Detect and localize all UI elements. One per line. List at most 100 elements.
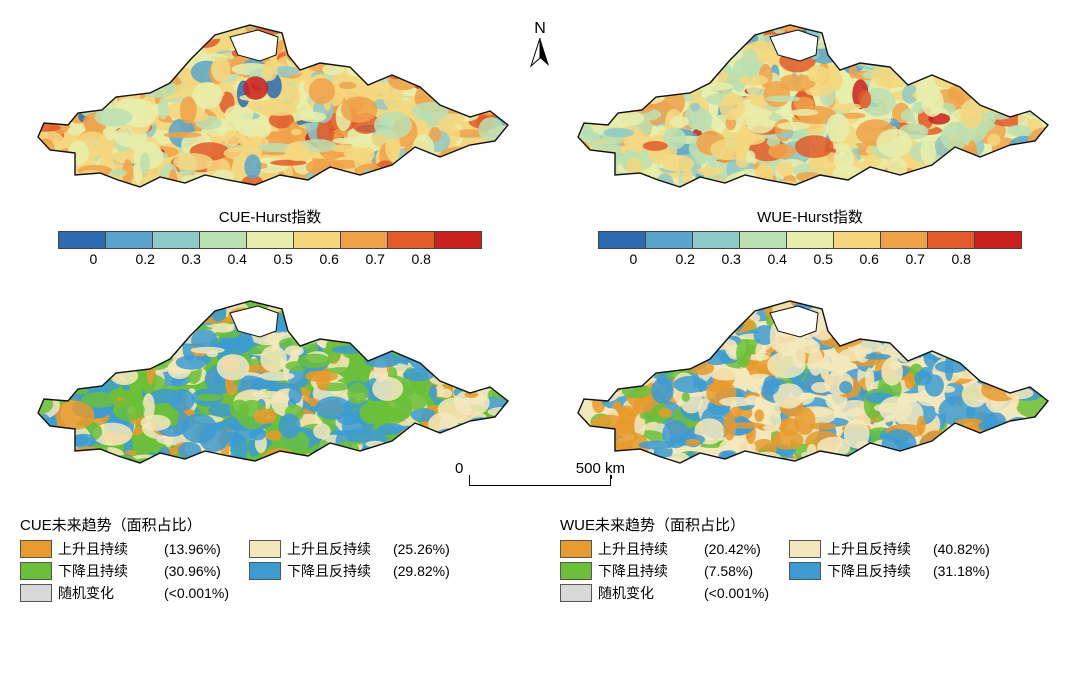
scalebar-zero: 0 [455, 460, 463, 477]
legend-label: 上升且反持续 [287, 539, 387, 559]
colorbar-tick: 0.7 [906, 251, 952, 267]
legend-item: 下降且持续 (7.58%) [560, 561, 769, 581]
colorbar-tick: 0.3 [182, 251, 228, 267]
legend-wue-cols: 上升且持续(20.42%)下降且持续(7.58%)随机变化(<0.001%)上升… [560, 539, 1060, 605]
panel-wue-hurst: WUE-Hurst指数 00.20.30.40.50.60.70.8 [560, 15, 1060, 267]
legend-col-left: 上升且持续 (20.42%) 下降且持续 (7.58%) 随机变化 (<0.001%) [560, 539, 769, 605]
colorbar-cell [834, 232, 881, 248]
row-trend: 0 500 km [20, 291, 1060, 476]
colorbar-cell [787, 232, 834, 248]
row-hurst: CUE-Hurst指数 00.20.30.40.50.60.70.8 N WUE… [20, 15, 1060, 267]
colorbar-cell [294, 232, 341, 248]
legend-item: 上升且反持续 (25.26%) [249, 539, 450, 559]
colorbar-tick: 0.5 [274, 251, 320, 267]
legend-label: 下降且反持续 [287, 561, 387, 581]
colorbar-tick: 0.5 [814, 251, 860, 267]
colorbar-tick: 0.8 [412, 251, 458, 267]
legend-cue-cols: 上升且持续(13.96%)下降且持续(30.96%)随机变化(<0.001%)上… [20, 539, 520, 605]
colorbar-cell [388, 232, 435, 248]
colorbar-tick: 0.6 [860, 251, 906, 267]
legend-label: 随机变化 [598, 583, 698, 603]
north-arrow: N [529, 20, 551, 68]
colorbar-cell [646, 232, 693, 248]
legend-label: 上升且持续 [58, 539, 158, 559]
legend-cue: CUE未来趋势（面积占比） 上升且持续(13.96%)下降且持续(30.96%)… [20, 514, 520, 605]
legend-swatch [789, 540, 821, 558]
colorbar-tick: 0.7 [366, 251, 412, 267]
legend-label: 下降且持续 [58, 561, 158, 581]
legend-swatch [560, 562, 592, 580]
north-arrow-icon [529, 38, 551, 68]
legend-pct: (25.26%) [393, 541, 450, 557]
colorbar-tick: 0.4 [228, 251, 274, 267]
colorbar-tick: 0.6 [320, 251, 366, 267]
colorbar-tick: 0 [90, 251, 136, 267]
panel-cue-trend [20, 291, 520, 476]
legend-item: 上升且持续 (13.96%) [20, 539, 229, 559]
legend-wue-title: WUE未来趋势（面积占比） [560, 514, 1060, 535]
legend-swatch [20, 562, 52, 580]
cue-trend-svg [20, 291, 520, 476]
legend-pct: (7.58%) [704, 563, 753, 579]
legend-swatch [249, 540, 281, 558]
legend-pct: (30.96%) [164, 563, 221, 579]
legend-label: 下降且持续 [598, 561, 698, 581]
legend-label: 上升且持续 [598, 539, 698, 559]
colorbar-cell [693, 232, 740, 248]
legend-item: 随机变化 (<0.001%) [560, 583, 769, 603]
colorbar-tick: 0.3 [722, 251, 768, 267]
colorbar-tick: 0 [630, 251, 676, 267]
wue-hurst-title: WUE-Hurst指数 [757, 206, 863, 227]
row-legends: CUE未来趋势（面积占比） 上升且持续(13.96%)下降且持续(30.96%)… [20, 484, 1060, 605]
legend-swatch [560, 584, 592, 602]
legend-item: 上升且反持续(40.82%) [789, 539, 990, 559]
cue-hurst-title: CUE-Hurst指数 [219, 206, 322, 227]
legend-label: 上升且反持续 [827, 539, 927, 559]
colorbar-cell [740, 232, 787, 248]
legend-pct: (13.96%) [164, 541, 221, 557]
legend-pct: (<0.001%) [704, 585, 769, 601]
colorbar-cell [435, 232, 481, 248]
wue-hurst-svg [560, 15, 1060, 200]
colorbar-cell [928, 232, 975, 248]
colorbar-cell [247, 232, 294, 248]
legend-swatch [20, 540, 52, 558]
legend-item: 下降且反持续 (31.18%) [789, 561, 990, 581]
legend-swatch [560, 540, 592, 558]
north-label: N [534, 20, 546, 38]
map-cue-trend [20, 291, 520, 476]
colorbar-cell [59, 232, 106, 248]
legend-col-left: 上升且持续(13.96%)下降且持续(30.96%)随机变化(<0.001%) [20, 539, 229, 605]
legend-col-right: 上升且反持续(40.82%)下降且反持续 (31.18%) [789, 539, 990, 605]
panel-cue-hurst: CUE-Hurst指数 00.20.30.40.50.60.70.8 [20, 15, 520, 267]
legend-item: 下降且反持续(29.82%) [249, 561, 450, 581]
map-wue-trend [560, 291, 1060, 476]
legend-swatch [20, 584, 52, 602]
legend-pct: (20.42%) [704, 541, 761, 557]
colorbar-cell [881, 232, 928, 248]
colorbar-tick: 0.8 [952, 251, 998, 267]
legend-label: 下降且反持续 [827, 561, 927, 581]
legend-label: 随机变化 [58, 583, 158, 603]
wue-trend-svg [560, 291, 1060, 476]
legend-swatch [789, 562, 821, 580]
cue-hurst-colorbar: 00.20.30.40.50.60.70.8 [58, 231, 482, 267]
colorbar-cell [106, 232, 153, 248]
cue-hurst-svg [20, 15, 520, 200]
colorbar-cell [341, 232, 388, 248]
colorbar-ticks: 00.20.30.40.50.60.70.8 [75, 251, 466, 267]
colorbar-strip [58, 231, 482, 249]
legend-col-right: 上升且反持续 (25.26%) 下降且反持续(29.82%) [249, 539, 450, 605]
colorbar-cell [599, 232, 646, 248]
colorbar-tick: 0.2 [136, 251, 182, 267]
figure-root: CUE-Hurst指数 00.20.30.40.50.60.70.8 N WUE… [20, 15, 1060, 605]
panel-wue-trend [560, 291, 1060, 476]
legend-swatch [249, 562, 281, 580]
wue-hurst-colorbar: 00.20.30.40.50.60.70.8 [598, 231, 1022, 267]
colorbar-tick: 0.4 [768, 251, 814, 267]
map-cue-hurst [20, 15, 520, 200]
colorbar-cell [153, 232, 200, 248]
legend-item: 上升且持续 (20.42%) [560, 539, 769, 559]
colorbar-cell [975, 232, 1021, 248]
legend-pct: (31.18%) [933, 563, 990, 579]
